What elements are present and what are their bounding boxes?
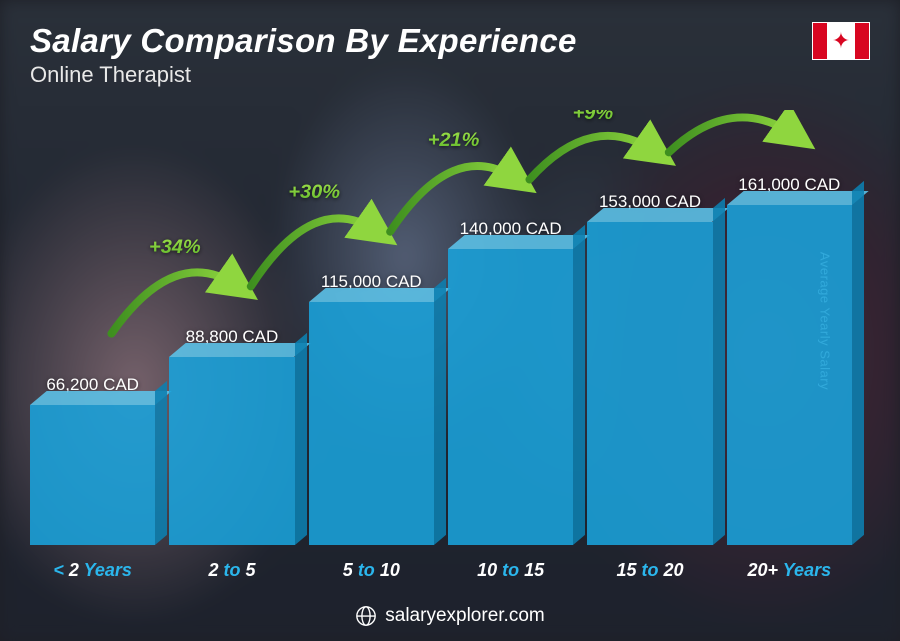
x-axis-label: 10 to 15 xyxy=(448,560,573,581)
bar-front-face xyxy=(587,222,712,545)
bar-top-face xyxy=(727,191,869,205)
bar xyxy=(30,405,155,545)
footer-site: salaryexplorer.com xyxy=(385,605,544,627)
bar-side-face xyxy=(713,198,725,545)
x-axis-label: 2 to 5 xyxy=(169,560,294,581)
content-root: Salary Comparison By Experience Online T… xyxy=(0,0,900,641)
x-axis: < 2 Years 2 to 5 5 to 10 10 to 15 15 to 20 20… xyxy=(30,560,852,581)
bars-container: 66,200 CAD88,800 CAD115,000 CAD140,000 C… xyxy=(30,145,852,545)
bar-front-face xyxy=(727,205,852,545)
maple-leaf-icon: ✦ xyxy=(832,30,850,52)
bar-slot: 140,000 CAD xyxy=(448,219,573,545)
bar xyxy=(727,205,852,545)
bar-side-face xyxy=(434,278,446,545)
bar-slot: 153,000 CAD xyxy=(587,192,712,545)
increase-pct-label: +9% xyxy=(573,110,614,124)
bar-front-face xyxy=(30,405,155,545)
bar-slot: 66,200 CAD xyxy=(30,375,155,545)
bar-slot: 115,000 CAD xyxy=(309,272,434,545)
x-label-number: 2 to 5 xyxy=(208,560,255,580)
x-axis-label: 5 to 10 xyxy=(309,560,434,581)
x-label-prefix: < xyxy=(53,560,69,580)
bar-front-face xyxy=(309,302,434,545)
bar-slot: 161,000 CAD xyxy=(727,175,852,545)
bar-top-face xyxy=(587,208,729,222)
flag-center: ✦ xyxy=(827,23,855,59)
bar-slot: 88,800 CAD xyxy=(169,327,294,545)
page-title: Salary Comparison By Experience xyxy=(30,22,870,60)
x-label-number: 20+ xyxy=(748,560,779,580)
bar-side-face xyxy=(852,181,864,545)
footer: salaryexplorer.com xyxy=(0,605,900,627)
country-flag-canada: ✦ xyxy=(812,22,870,60)
x-axis-label: 15 to 20 xyxy=(587,560,712,581)
bar-side-face xyxy=(155,381,167,545)
x-label-suffix: Years xyxy=(79,560,132,580)
bar-top-face xyxy=(309,288,451,302)
page-subtitle: Online Therapist xyxy=(30,62,870,88)
bar xyxy=(448,249,573,545)
flag-band-left xyxy=(813,23,827,59)
bar-front-face xyxy=(448,249,573,545)
bar xyxy=(309,302,434,545)
salary-bar-chart: +34%+30%+21%+9%+5% 66,200 CAD88,800 CAD1… xyxy=(30,110,852,581)
bar-side-face xyxy=(295,333,307,545)
x-label-number: 15 to 20 xyxy=(616,560,683,580)
flag-band-right xyxy=(855,23,869,59)
header: Salary Comparison By Experience Online T… xyxy=(30,22,870,88)
bar-top-face xyxy=(30,391,172,405)
bar-top-face xyxy=(169,343,311,357)
x-label-number: 2 xyxy=(69,560,79,580)
bar-top-face xyxy=(448,235,590,249)
x-axis-label: < 2 Years xyxy=(30,560,155,581)
globe-icon xyxy=(355,605,377,627)
x-axis-label: 20+ Years xyxy=(727,560,852,581)
x-label-number: 5 to 10 xyxy=(343,560,400,580)
bar-side-face xyxy=(573,225,585,545)
bar-front-face xyxy=(169,357,294,545)
bar xyxy=(587,222,712,545)
bar xyxy=(169,357,294,545)
x-label-number: 10 to 15 xyxy=(477,560,544,580)
x-label-suffix: Years xyxy=(778,560,831,580)
